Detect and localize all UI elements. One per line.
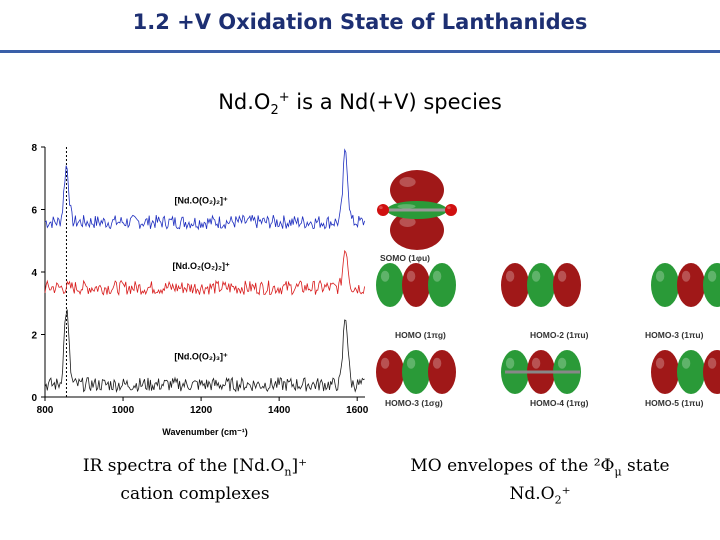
- mo-2-lobe-b: [677, 263, 705, 307]
- somo-o-left-highlight: [379, 206, 383, 210]
- mo-caption-line2: Nd.O: [509, 484, 555, 505]
- mo-5-lobe-c: [703, 350, 720, 394]
- series-label-2: [Nd.O(O₂)₃]⁺: [174, 352, 228, 362]
- subtitle-post: is a Nd(+V) species: [289, 90, 502, 114]
- somo-lobe-middle-highlight: [397, 204, 416, 209]
- mo-0-lobe-b-highlight: [406, 270, 416, 282]
- mo-caption-sup: ⁺: [561, 484, 571, 505]
- x-tick-label-1: 1000: [112, 405, 135, 416]
- mo-3-lobe-b: [402, 350, 430, 394]
- mo-0-lobe-c: [428, 263, 456, 307]
- mo-4-lobe-b-highlight: [531, 357, 541, 369]
- y-tick-label-0: 0: [31, 393, 37, 404]
- title-rule: [0, 50, 720, 53]
- x-tick-label-2: 1200: [190, 405, 213, 416]
- mo-label-5: HOMO-4 (1πg): [530, 398, 589, 408]
- mo-envelopes-figure: SOMO (1φu) HOMO (1πg) HOMO-2 (1πu) HOMO-3 (…: [376, 170, 720, 408]
- series-label-1: [Nd.O₂(O₂)₂]⁺: [172, 261, 229, 271]
- ir-spectra-chart: 0 2 4 6 8 800 1000 1200 1400 1600 Wavenumber (cm⁻¹…: [31, 143, 369, 437]
- mo-0-lobe-a: [376, 263, 404, 307]
- mo-5-lobe-b: [677, 350, 705, 394]
- x-tick-label-0: 800: [37, 405, 54, 416]
- somo-o-left: [377, 204, 389, 216]
- mo-2-lobe-a-highlight: [655, 270, 665, 282]
- ir-caption-sub: n: [284, 465, 292, 479]
- mo-caption-line1: MO envelopes of the ²Φ: [410, 456, 615, 476]
- mo-label-0: SOMO (1φu): [380, 253, 430, 263]
- mo-label-4: HOMO-3 (1σg): [385, 398, 443, 408]
- mo-5-lobe-c-highlight: [707, 357, 717, 369]
- mo-2-lobe-a: [651, 263, 679, 307]
- mo-caption-sub: 2: [554, 493, 562, 507]
- somo-lobe-top: [390, 170, 444, 210]
- mo-label-6: HOMO-5 (1πu): [645, 398, 704, 408]
- subtitle-sub: 2: [270, 103, 279, 119]
- slide-title: 1.2 +V Oxidation State of Lanthanides: [132, 10, 588, 34]
- mo-1-lobe-c: [553, 263, 581, 307]
- mo-0-lobe-c-highlight: [432, 270, 442, 282]
- somo-o-right-highlight: [447, 206, 451, 210]
- mo-caption-state: state: [621, 456, 670, 476]
- mo-1-lobe-c-highlight: [557, 270, 567, 282]
- somo-o-right: [445, 204, 457, 216]
- mo-label-3: HOMO-3 (1πu): [645, 330, 704, 340]
- x-tick-label-4: 1600: [346, 405, 369, 416]
- mo-1-lobe-b-highlight: [531, 270, 541, 282]
- series-line-2: [44, 309, 365, 394]
- mo-2-lobe-c-highlight: [707, 270, 717, 282]
- y-tick-label-1: 2: [31, 331, 37, 342]
- mo-3-lobe-a-highlight: [380, 357, 390, 369]
- mo-3-lobe-c-highlight: [432, 357, 442, 369]
- series-label-0: [Nd.O(O₂)₂]⁺: [174, 195, 227, 205]
- mo-1-lobe-a: [501, 263, 529, 307]
- mo-caption-mu: μ: [614, 465, 622, 479]
- ir-caption-line2-text: cation complexes: [120, 484, 270, 505]
- mo-1-lobe-b: [527, 263, 555, 307]
- y-tick-label-3: 6: [31, 206, 37, 217]
- series-line-1: [44, 249, 365, 296]
- mo-label-2: HOMO-2 (1πu): [530, 330, 589, 340]
- x-tick-label-3: 1400: [268, 405, 291, 416]
- mo-3-lobe-c: [428, 350, 456, 394]
- x-axis-label: Wavenumber (cm⁻¹): [162, 427, 247, 437]
- mo-3-lobe-b-highlight: [406, 357, 416, 369]
- somo-lobe-bottom-highlight: [399, 217, 416, 227]
- slide-subtitle: Nd.O2+ is a Nd(+V) species: [0, 90, 720, 118]
- mo-5-lobe-a: [651, 350, 679, 394]
- ir-caption-line1: IR spectra of the [Nd.O: [82, 456, 285, 476]
- somo-lobe-top-highlight: [399, 177, 416, 187]
- mo-0-lobe-b: [402, 263, 430, 307]
- mo-3-lobe-a: [376, 350, 404, 394]
- y-tick-label-4: 8: [31, 143, 37, 154]
- mo-2-lobe-b-highlight: [681, 270, 691, 282]
- mo-5-lobe-a-highlight: [655, 357, 665, 369]
- mo-4-lobe-a-highlight: [505, 357, 515, 369]
- mo-5-lobe-b-highlight: [681, 357, 691, 369]
- subtitle-sup: +: [278, 90, 290, 105]
- mo-2-lobe-c: [703, 263, 720, 307]
- mo-caption: MO envelopes of the ²Φμ state Nd.O2⁺: [375, 455, 705, 512]
- subtitle-pre: Nd.O: [218, 90, 271, 114]
- y-tick-label-2: 4: [31, 268, 37, 279]
- ir-caption: IR spectra of the [Nd.On]⁺ cation complex…: [40, 455, 350, 505]
- mo-0-lobe-a-highlight: [380, 270, 390, 282]
- mo-1-lobe-a-highlight: [505, 270, 515, 282]
- mo-label-1: HOMO (1πg): [395, 330, 446, 340]
- somo-lobe-bottom: [390, 210, 444, 250]
- series-line-0: [44, 148, 365, 231]
- ir-caption-sup: ]⁺: [291, 456, 308, 476]
- mo-4-lobe-c-highlight: [557, 357, 567, 369]
